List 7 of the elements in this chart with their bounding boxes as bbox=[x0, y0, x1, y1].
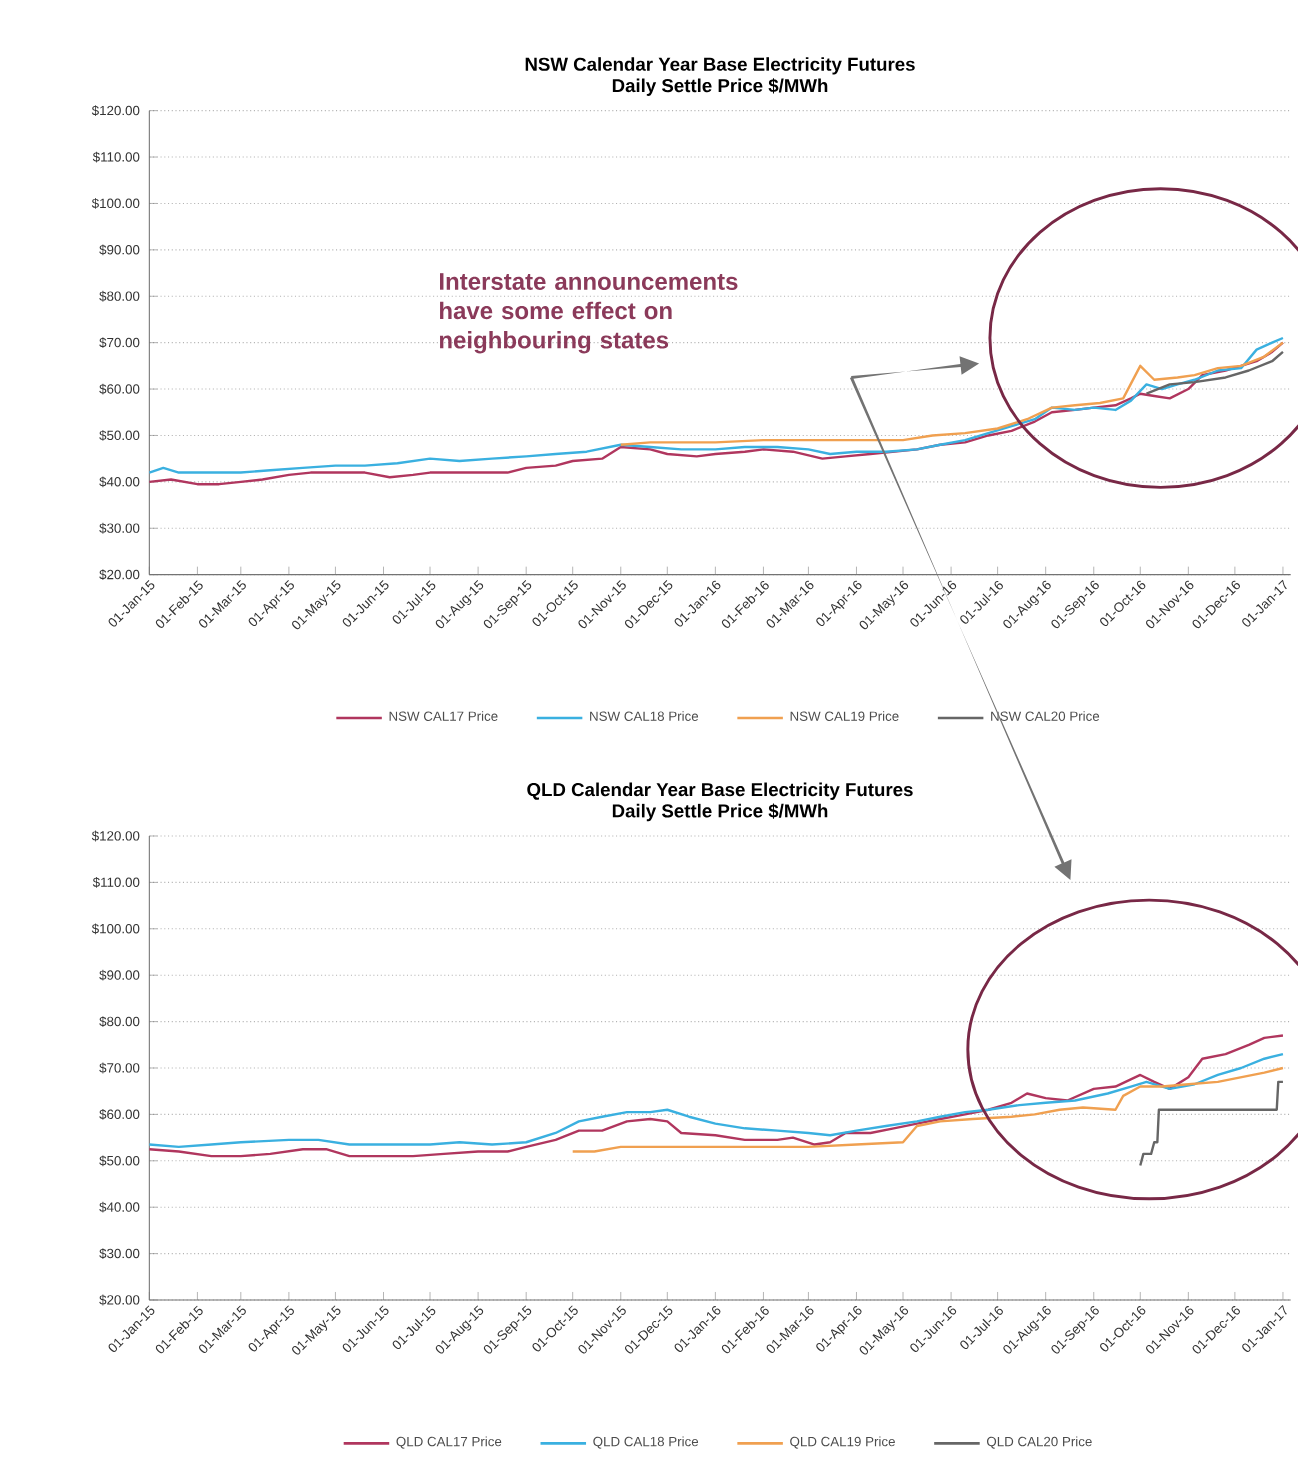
line-series bbox=[1145, 350, 1285, 395]
chart-title: QLD Calendar Year Base Electricity Futures bbox=[527, 782, 913, 800]
chart-title: NSW Calendar Year Base Electricity Futures bbox=[525, 57, 915, 75]
chart-subtitle: Daily Settle Price $/MWh bbox=[612, 803, 828, 822]
chart-subtitle: Daily Settle Price $/MWh bbox=[612, 78, 828, 96]
annotation: Interstate announcements have some effect on neighbouring states bbox=[439, 273, 738, 354]
line-series bbox=[1139, 1080, 1285, 1167]
